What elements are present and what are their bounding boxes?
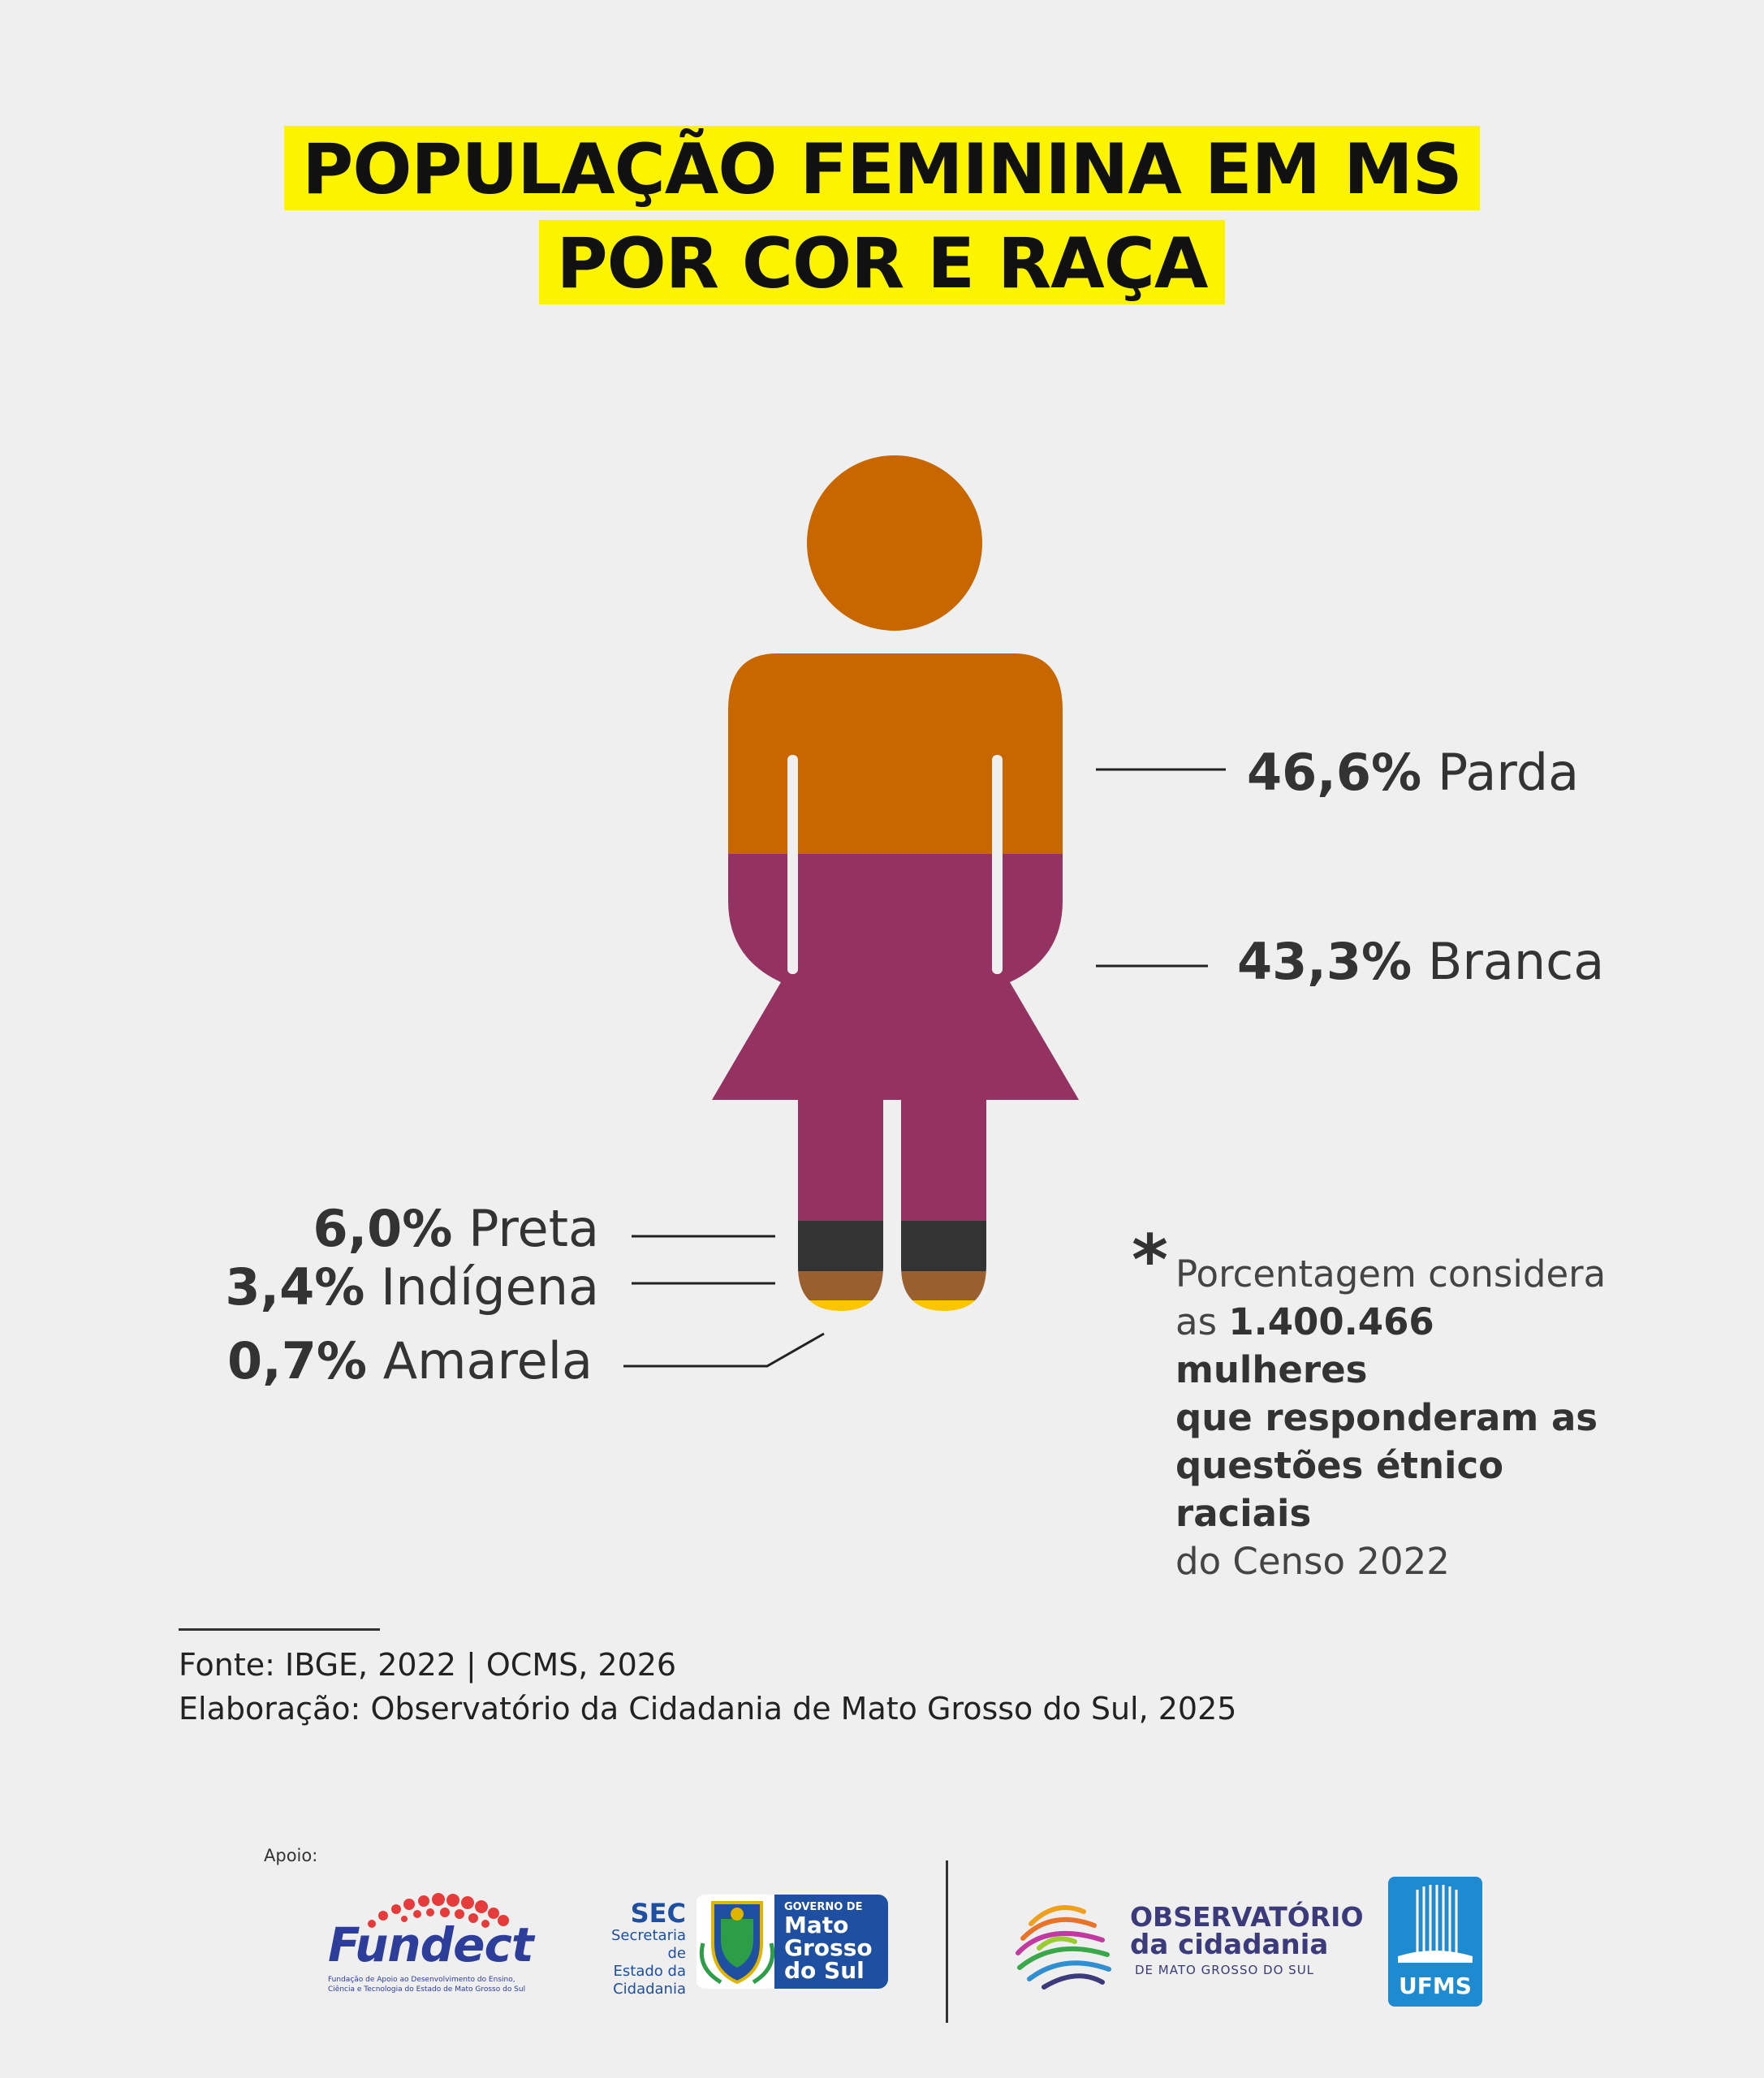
obs-line-1: OBSERVATÓRIO bbox=[1130, 1901, 1364, 1933]
source-divider bbox=[179, 1628, 380, 1631]
source-block: Fonte: IBGE, 2022 | OCMS, 2026 Elaboraçã… bbox=[179, 1643, 1236, 1731]
obs-line-2: da cidadania bbox=[1130, 1929, 1329, 1961]
fundect-sub-2: Ciência e Tecnologia do Estado de Mato G… bbox=[328, 1985, 526, 1994]
gov-line-1: Mato bbox=[784, 1912, 849, 1938]
sec-name: SEC bbox=[630, 1898, 686, 1929]
category-branca: Branca bbox=[1427, 932, 1605, 991]
state-coat-of-arms-icon bbox=[697, 1895, 778, 1989]
connector-amarela bbox=[623, 1332, 825, 1368]
gov-line-2: Grosso bbox=[784, 1934, 873, 1961]
note-line-1: Porcentagem considera bbox=[1175, 1252, 1607, 1296]
observatorio-fingerprint-icon bbox=[1016, 1905, 1111, 1990]
category-parda: Parda bbox=[1437, 743, 1580, 802]
note-count: 1.400.466 mulheres bbox=[1175, 1300, 1434, 1391]
ufms-name: UFMS bbox=[1399, 1972, 1472, 1999]
fundect-logo: Fundect Fundação de Apoio ao Desenvolvim… bbox=[323, 1883, 534, 1997]
value-preta: 6,0% bbox=[313, 1199, 453, 1258]
note-line-5: do Censo 2022 bbox=[1175, 1540, 1450, 1583]
category-preta: Preta bbox=[468, 1199, 599, 1258]
sec-sub-2: Estado da bbox=[613, 1963, 686, 1980]
title-block: POPULAÇÃO FEMININA EM MS POR COR E RAÇA bbox=[0, 126, 1764, 314]
label-branca: 43,3% Branca bbox=[1237, 932, 1604, 991]
fundect-name: Fundect bbox=[328, 1917, 534, 1972]
asterisk-icon: * bbox=[1132, 1220, 1168, 1301]
category-indigena: Indígena bbox=[381, 1257, 599, 1317]
arm-gap-left bbox=[787, 755, 798, 974]
obs-line-3: DE MATO GROSSO DO SUL bbox=[1135, 1963, 1315, 1977]
note-line-4: questões étnico raciais bbox=[1175, 1444, 1504, 1535]
label-amarela: 0,7% Amarela bbox=[227, 1331, 593, 1390]
title-line-2: POR COR E RAÇA bbox=[538, 220, 1226, 304]
label-preta: 6,0% Preta bbox=[313, 1199, 599, 1258]
source-line-1: Fonte: IBGE, 2022 | OCMS, 2026 bbox=[179, 1647, 677, 1683]
ufms-building-icon bbox=[1398, 1885, 1473, 1963]
value-indigena: 3,4% bbox=[225, 1257, 365, 1317]
apoio-label: Apoio: bbox=[264, 1846, 318, 1865]
note-line-2: as 1.400.466 mulheres bbox=[1175, 1300, 1434, 1391]
observatorio-logo: OBSERVATÓRIO da cidadania DE MATO GROSSO… bbox=[1007, 1891, 1364, 1997]
fundect-sub-1: Fundação de Apoio ao Desenvolvimento do … bbox=[328, 1976, 515, 1984]
label-indigena: 3,4% Indígena bbox=[225, 1257, 599, 1317]
fundect-dots-icon bbox=[368, 1893, 509, 1928]
note-line-3: que responderam as bbox=[1175, 1396, 1598, 1439]
governo-ms-logo: GOVERNO DE Mato Grosso do Sul bbox=[697, 1895, 888, 1989]
source-line-2: Elaboração: Observatório da Cidadania de… bbox=[179, 1691, 1237, 1727]
sec-logo: SEC Secretaria de Estado da Cidadania bbox=[589, 1898, 686, 1998]
woman-pictogram bbox=[712, 455, 1079, 1311]
arm-gap-right bbox=[992, 755, 1003, 974]
value-branca: 43,3% bbox=[1237, 932, 1412, 991]
label-parda: 46,6% Parda bbox=[1247, 743, 1579, 802]
gov-badge: GOVERNO DE Mato Grosso do Sul bbox=[774, 1895, 888, 1989]
category-amarela: Amarela bbox=[382, 1331, 593, 1390]
value-amarela: 0,7% bbox=[227, 1331, 367, 1390]
value-parda: 46,6% bbox=[1247, 743, 1422, 802]
title-line-1: POPULAÇÃO FEMININA EM MS bbox=[284, 126, 1480, 210]
sec-sub-3: Cidadania bbox=[613, 1981, 686, 1998]
footnote: * Porcentagem considera as 1.400.466 mul… bbox=[1132, 1226, 1614, 1585]
footer-divider bbox=[946, 1860, 948, 2023]
gov-top: GOVERNO DE bbox=[784, 1901, 863, 1913]
ufms-logo: UFMS bbox=[1388, 1877, 1482, 2007]
sec-sub-1: Secretaria de bbox=[611, 1927, 686, 1962]
gov-line-3: do Sul bbox=[784, 1957, 865, 1984]
